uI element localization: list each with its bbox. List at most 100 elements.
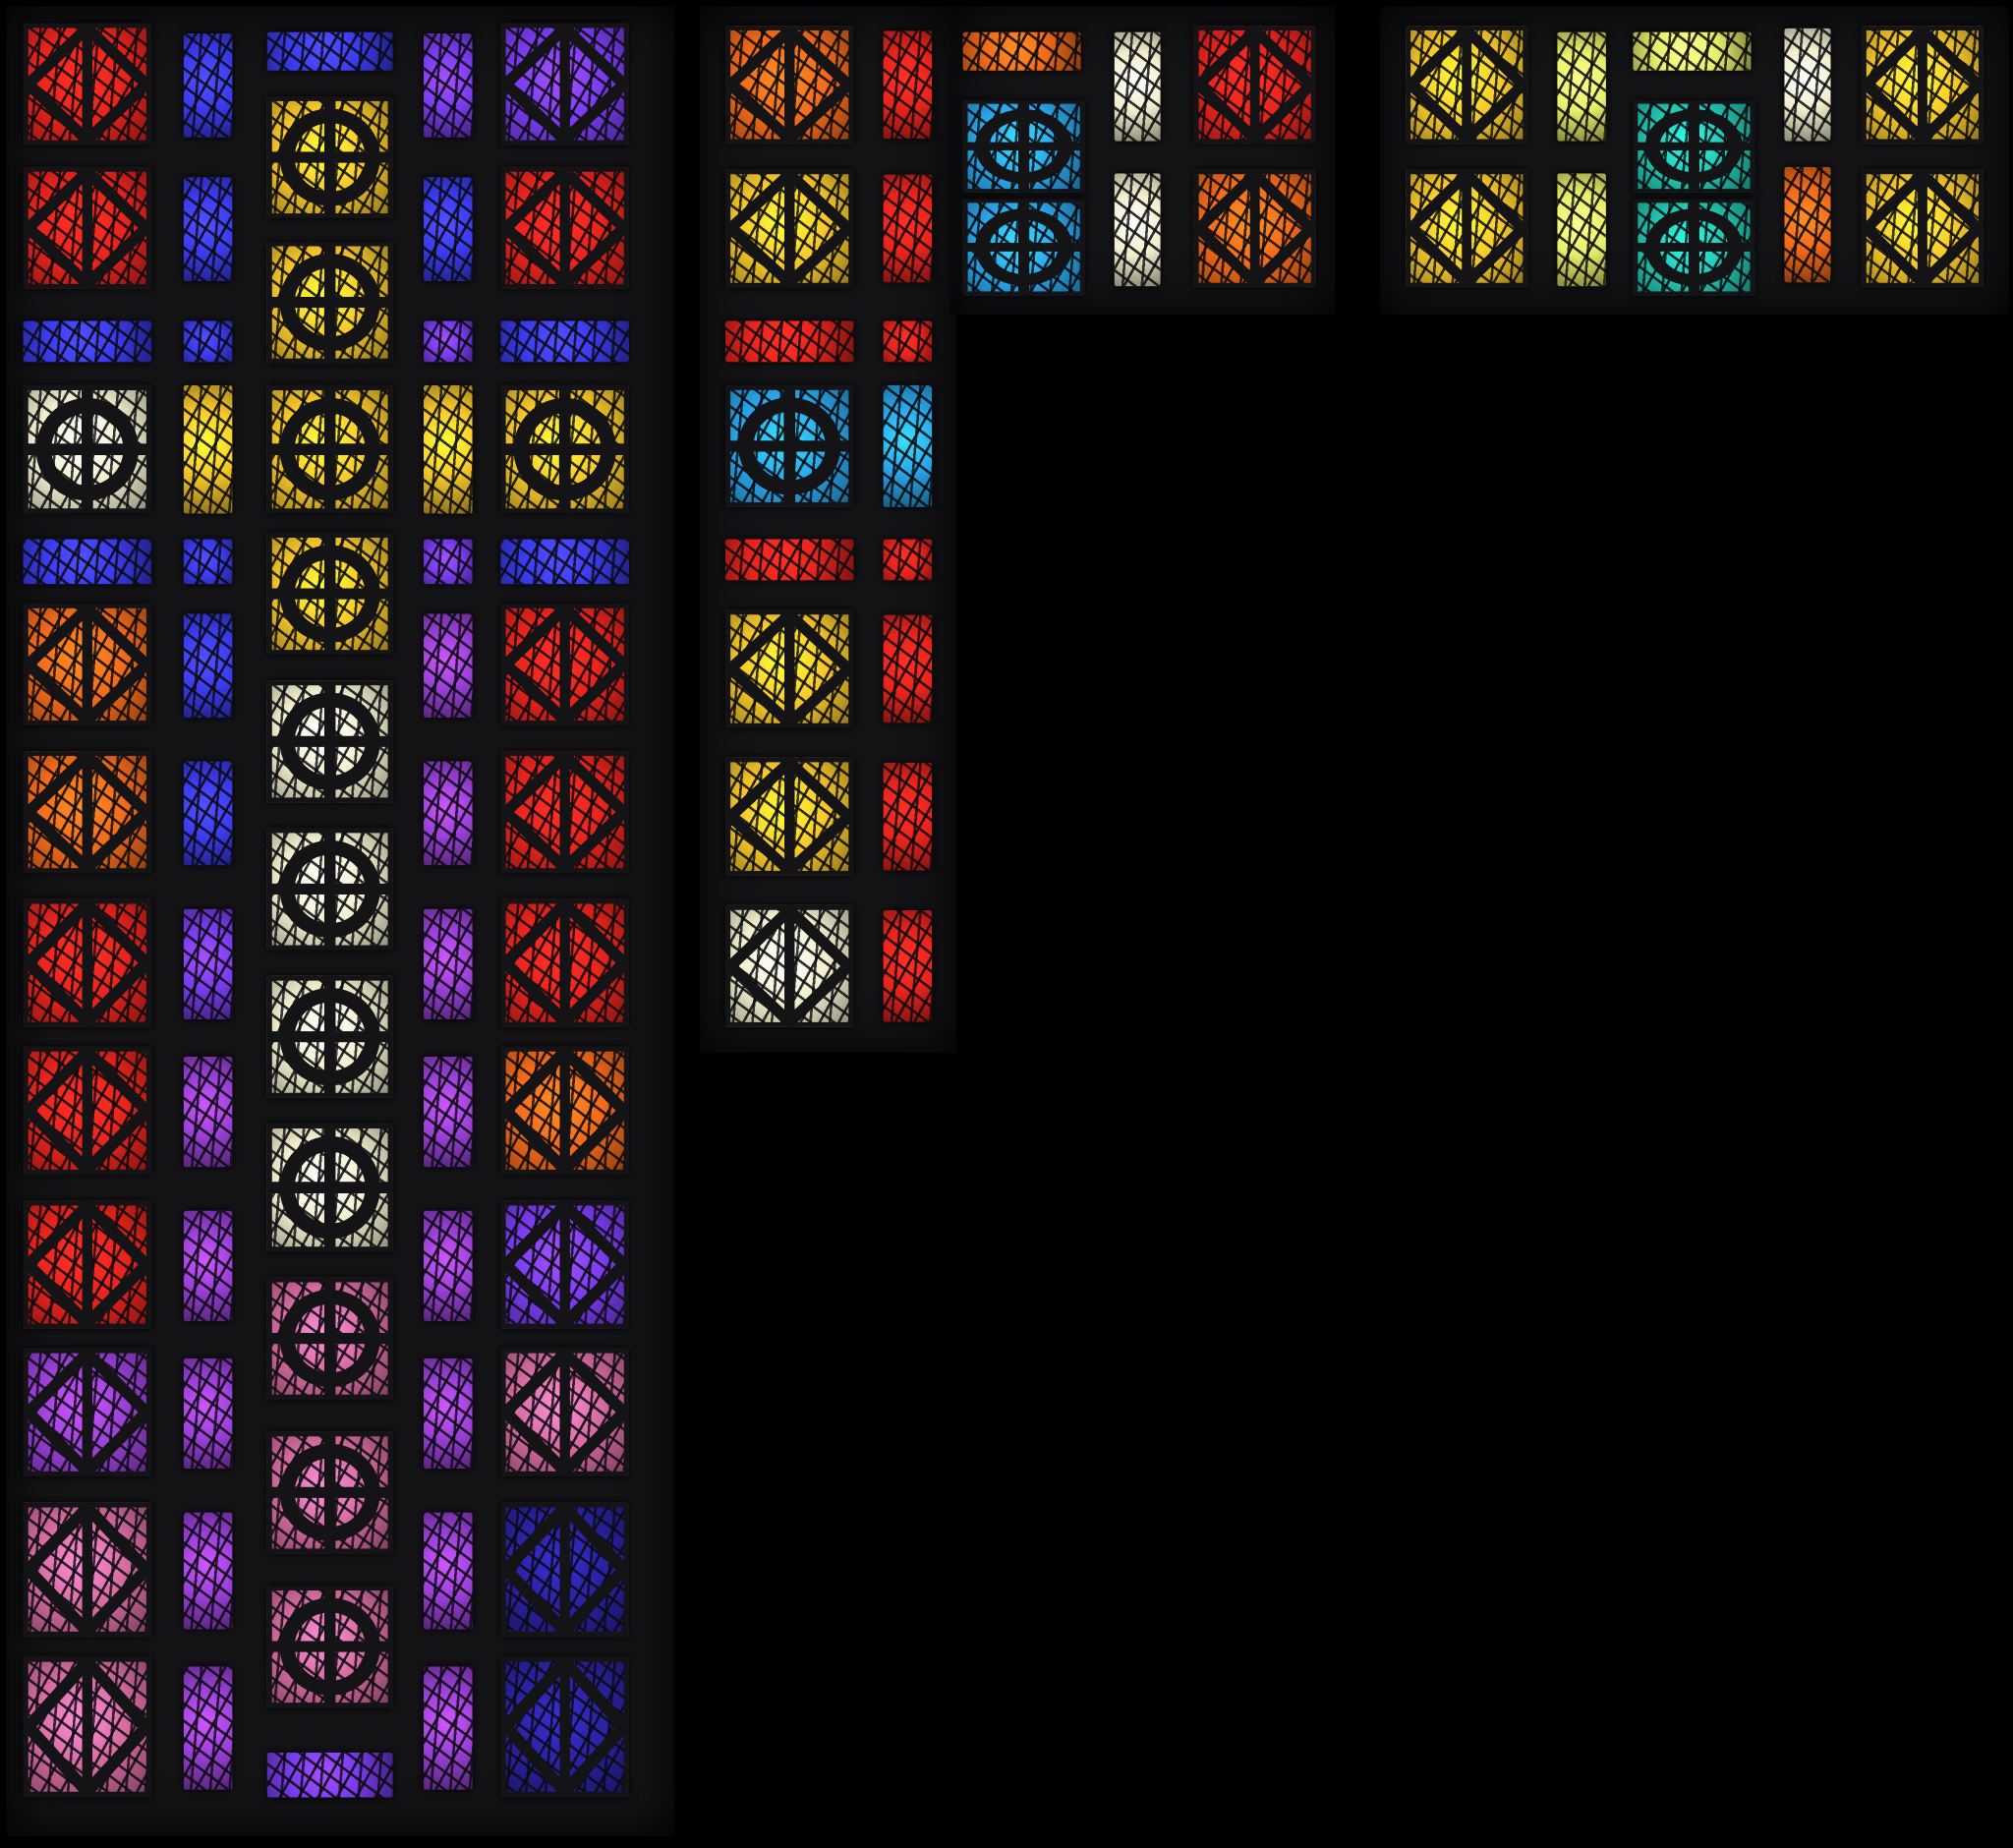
circle-glass-block [266,1431,393,1554]
diamond-lead-pattern [500,1348,629,1477]
diamond-lead-pattern [1193,169,1316,288]
diamond-glass-block [23,1502,152,1638]
diamond-lead-pattern [23,898,152,1027]
narrow-glass-block [183,613,233,719]
bar-glass-block [424,539,473,585]
bar-glass-block [883,320,933,363]
narrow-glass-block [183,761,233,866]
diamond-glass-block [23,898,152,1027]
bar-glass-block [266,31,393,71]
diamond-glass-block [23,1348,152,1477]
narrow-glass-block [424,1357,473,1470]
diamond-glass-block [23,603,152,725]
diamond-glass-block [724,609,854,728]
bar-glass-block [500,320,629,363]
bar-glass-block [883,539,933,581]
diamond-lead-pattern [724,169,854,288]
circle-lead-pattern [500,384,629,514]
circle-glass-block [266,95,393,219]
diamond-glass-block [724,904,854,1027]
bar-glass-block [424,320,473,363]
narrow-glass-block [883,762,933,871]
circle-glass-block [266,680,393,803]
narrow-glass-block [424,613,473,719]
narrow-glass-block [424,177,473,282]
diamond-lead-pattern [23,751,152,874]
narrow-glass-block [183,1210,233,1321]
circle-glass-block [266,1123,393,1252]
narrow-glass-block [883,30,933,140]
circle-glass-block [1633,199,1755,296]
diamond-lead-pattern [1406,26,1528,144]
narrow-glass-block [1114,173,1161,287]
diamond-lead-pattern [23,1348,152,1477]
narrow-glass-block [424,1210,473,1321]
diamond-lead-pattern [724,26,854,144]
circle-lead-pattern [266,1586,393,1708]
circle-lead-pattern [266,975,393,1098]
diamond-lead-pattern [1861,169,1984,288]
diamond-lead-pattern [23,23,152,145]
circle-glass-block [1633,99,1755,193]
narrow-glass-block [183,384,233,514]
diamond-glass-block [500,1200,629,1329]
narrow-glass-block [1557,173,1606,287]
diamond-glass-block [500,898,629,1027]
diamond-glass-block [1861,169,1984,288]
circle-lead-pattern [266,1277,393,1400]
diamond-lead-pattern [500,166,629,289]
diamond-lead-pattern [724,904,854,1027]
diamond-lead-pattern [500,23,629,145]
narrow-glass-block [1114,31,1161,142]
circle-glass-block [724,384,854,507]
narrow-glass-block [424,1666,473,1790]
narrow-glass-block [183,908,233,1020]
bar-glass-block [183,320,233,363]
diamond-glass-block [500,166,629,289]
circle-glass-block [266,384,393,514]
narrow-glass-block [1784,28,1831,142]
diamond-lead-pattern [724,609,854,728]
circle-glass-block [266,533,393,656]
bar-glass-block [183,539,233,585]
circle-lead-pattern [962,199,1085,296]
bar-glass-block [23,539,152,585]
narrow-glass-block [424,761,473,866]
diamond-lead-pattern [500,1502,629,1638]
bar-glass-block [23,320,152,363]
circle-lead-pattern [266,95,393,219]
bar-glass-block [266,1752,393,1798]
circle-lead-pattern [724,384,854,507]
bar-glass-block [1633,31,1752,71]
diamond-glass-block [724,757,854,876]
narrow-glass-block [183,177,233,282]
narrow-glass-block [424,1056,473,1168]
diamond-glass-block [23,751,152,874]
diamond-lead-pattern [724,757,854,876]
circle-glass-block [266,975,393,1098]
circle-glass-block [962,99,1085,193]
narrow-glass-block [424,1512,473,1630]
diamond-glass-block [500,751,629,874]
narrow-glass-block [183,1512,233,1630]
diamond-lead-pattern [23,166,152,289]
narrow-glass-block [883,384,933,507]
diamond-lead-pattern [500,603,629,725]
diamond-glass-block [500,1348,629,1477]
diamond-glass-block [23,1046,152,1176]
diamond-glass-block [500,1502,629,1638]
circle-glass-block [266,241,393,364]
bar-glass-block [962,31,1081,71]
diamond-glass-block [23,23,152,145]
narrow-glass-block [183,1357,233,1470]
circle-glass-block [266,1277,393,1400]
circle-lead-pattern [23,384,152,514]
circle-lead-pattern [266,241,393,364]
narrow-glass-block [883,614,933,723]
narrow-glass-block [183,32,233,138]
circle-lead-pattern [266,1123,393,1252]
circle-lead-pattern [266,680,393,803]
narrow-glass-block [424,32,473,138]
circle-lead-pattern [266,1431,393,1554]
